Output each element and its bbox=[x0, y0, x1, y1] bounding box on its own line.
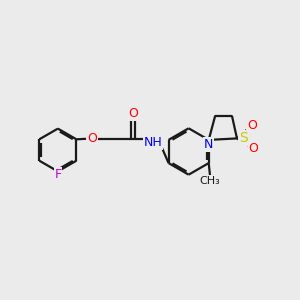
Text: CH₃: CH₃ bbox=[200, 176, 220, 186]
Text: O: O bbox=[247, 118, 257, 131]
Text: S: S bbox=[239, 131, 248, 145]
Text: O: O bbox=[128, 107, 138, 120]
Text: F: F bbox=[54, 168, 61, 181]
Text: O: O bbox=[87, 132, 97, 145]
Text: N: N bbox=[203, 138, 213, 151]
Text: O: O bbox=[248, 142, 258, 155]
Text: NH: NH bbox=[144, 136, 162, 149]
